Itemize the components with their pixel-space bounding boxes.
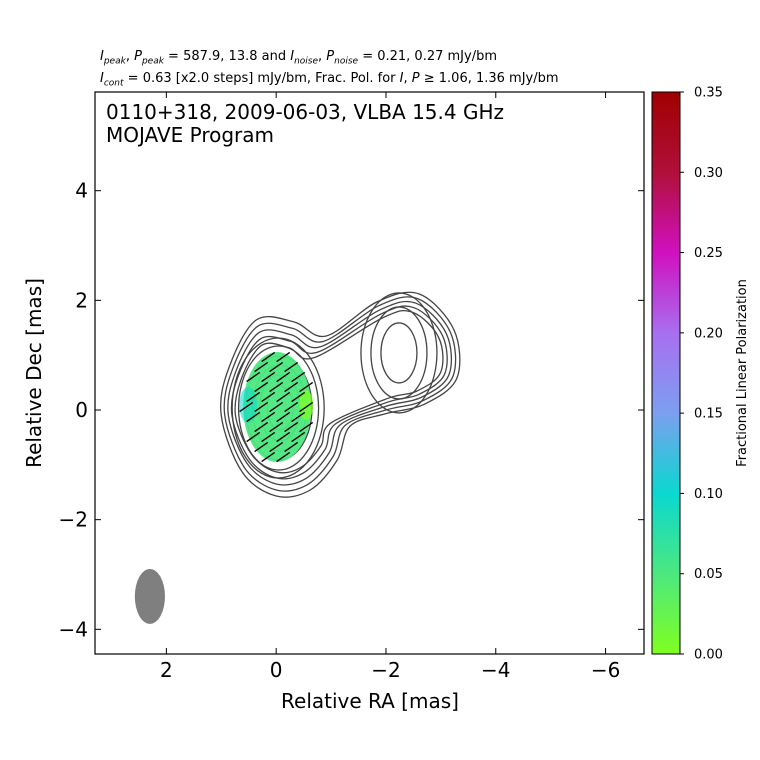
i-symbol: I — [100, 49, 104, 64]
header-text: = 0.63 [x2.0 steps] mJy/bm, Frac. Pol. f… — [123, 71, 400, 86]
colorbar-tick-label: 0.20 — [694, 326, 723, 341]
chart-title: 0110+318, 2009-06-03, VLBA 15.4 GHz — [106, 100, 504, 124]
evpa-vector — [246, 411, 261, 423]
y-axis-label: Relative Dec [mas] — [22, 278, 46, 468]
i-symbol: I — [100, 71, 104, 86]
header-text: = 587.9, 13.8 and — [163, 49, 291, 64]
evpa-vector — [284, 361, 299, 373]
contour-line — [360, 292, 438, 414]
header-text: ≥ 1.06, 1.36 mJy/bm — [419, 71, 559, 86]
polarization-layer — [239, 351, 314, 463]
y-tick-label: 0 — [75, 398, 88, 422]
y-tick-label: 2 — [75, 288, 88, 312]
contour-line — [223, 296, 457, 492]
i-symbol: I — [399, 71, 404, 86]
evpa-vector — [254, 421, 269, 433]
contour-line — [370, 306, 428, 400]
evpa-vector — [299, 381, 314, 393]
x-axis-label: Relative RA [mas] — [281, 689, 459, 713]
contour-line — [227, 300, 453, 486]
i-subscript: cont — [103, 78, 124, 89]
i-subscript: noise — [294, 56, 319, 67]
evpa-vector — [269, 381, 284, 393]
y-tick-label: −2 — [59, 508, 88, 532]
evpa-vector — [276, 451, 291, 463]
chart-subtitle: MOJAVE Program — [106, 123, 274, 147]
evpa-vector — [284, 401, 299, 413]
header-text: = 0.21, 0.27 mJy/bm — [358, 49, 497, 64]
evpa-vector — [276, 431, 291, 443]
p-symbol: P — [411, 71, 420, 86]
colorbar-tick-label: 0.05 — [694, 567, 723, 582]
evpa-vector — [261, 371, 276, 383]
beam-ellipse — [134, 569, 165, 624]
beam-layer — [134, 569, 165, 624]
contour-line — [231, 337, 325, 479]
evpa-vector — [239, 401, 254, 413]
colorbar-tick-label: 0.25 — [694, 246, 723, 261]
y-tick-label: 4 — [75, 179, 88, 203]
colorbar-tick-label: 0.15 — [694, 407, 723, 422]
p-symbol: P — [326, 49, 335, 64]
evpa-vector — [261, 411, 276, 423]
x-tick-label: −2 — [371, 658, 400, 682]
x-tick-label: −4 — [481, 658, 510, 682]
colorbar-tick-label: 0.35 — [694, 86, 723, 101]
evpa-vector — [291, 431, 306, 443]
evpa-vector — [261, 351, 276, 363]
colorbar-tick-label: 0.30 — [694, 166, 723, 181]
colorbar-ticks: 0.00 0.05 0.10 0.15 0.20 0.25 0.30 0.35 — [680, 86, 723, 663]
evpa-vector — [246, 431, 261, 443]
evpa-vector — [269, 421, 284, 433]
p-subscript: noise — [334, 56, 359, 67]
evpa-vector — [246, 391, 261, 403]
header-line-2: Icont = 0.63 [x2.0 steps] mJy/bm, Frac. … — [100, 71, 559, 89]
p-symbol: P — [134, 49, 142, 64]
colorbar-label: Fractional Linear Polarization — [735, 279, 750, 467]
evpa-vector — [291, 391, 306, 403]
evpa-vector — [276, 371, 291, 383]
evpa-vector — [299, 421, 314, 433]
i-subscript: peak — [103, 56, 126, 67]
evpa-vector — [254, 381, 269, 393]
evpa-vector — [291, 411, 306, 423]
evpa-vector — [261, 391, 276, 403]
evpa-vector — [276, 411, 291, 423]
contour-line — [230, 305, 448, 480]
evpa-vector — [261, 451, 276, 463]
y-tick-label: −4 — [59, 617, 88, 641]
header-line-1: Ipeak, Ppeak = 587.9, 13.8 and Inoise, P… — [100, 49, 497, 67]
evpa-vector — [269, 441, 284, 453]
colorbar-tick-label: 0.10 — [694, 487, 723, 502]
evpa-vector — [299, 401, 314, 413]
contour-line — [380, 322, 418, 384]
colorbar-tick-label: 0.00 — [694, 648, 723, 663]
contour-line — [237, 345, 320, 471]
evpa-vector — [261, 431, 276, 443]
p-subscript: peak — [141, 56, 164, 67]
polarization-patch — [299, 390, 314, 421]
x-tick-label: 0 — [270, 658, 283, 682]
evpa-vector — [246, 371, 261, 383]
evpa-vector — [276, 391, 291, 403]
evpa-vector — [284, 421, 299, 433]
evpa-vector — [284, 381, 299, 393]
evpa-vector — [269, 401, 284, 413]
x-tick-label: 2 — [160, 658, 173, 682]
axes: 2 0 −2 −4 −6 −4 −2 0 2 4 — [59, 92, 644, 682]
evpa-vector — [254, 401, 269, 413]
colorbar — [651, 91, 681, 655]
i-symbol: I — [290, 49, 295, 64]
x-tick-label: −6 — [591, 658, 620, 682]
evpa-vector — [254, 361, 269, 373]
evpa-vector — [276, 351, 291, 363]
evpa-vector — [254, 441, 269, 453]
plot-frame — [94, 91, 645, 655]
contour-line — [220, 291, 461, 498]
evpa-vector — [284, 441, 299, 453]
evpa-vector — [269, 361, 284, 373]
evpa-vector — [291, 371, 306, 383]
